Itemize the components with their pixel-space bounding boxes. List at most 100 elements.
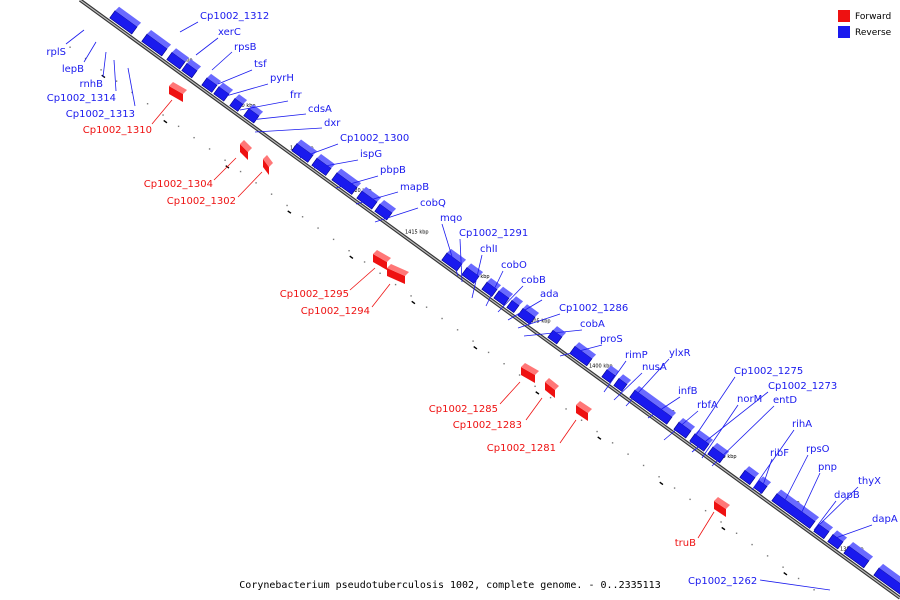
reverse-gene-label: Cp1002_1300 (340, 133, 409, 144)
legend-forward-label: Forward (855, 12, 891, 22)
reverse-gene-label-leader (127, 67, 136, 107)
tick-dot (301, 216, 304, 218)
tick-dot (456, 329, 459, 331)
reverse-gene-label-leader (299, 143, 339, 159)
reverse-gene-label: thyX (858, 476, 881, 487)
tick-dash (287, 210, 292, 214)
tick-dot (115, 80, 118, 82)
forward-gene-label: Cp1002_1283 (453, 420, 522, 431)
tick-dot (487, 351, 490, 354)
tick-dot (286, 204, 288, 207)
reverse-gene-label: tsf (254, 59, 267, 70)
tick-dot (797, 577, 800, 580)
reverse-gene-label-leader (603, 360, 627, 393)
forward-gene-label: Cp1002_1304 (144, 179, 213, 190)
tick-dot (193, 136, 195, 139)
reverse-gene-label-leader (485, 270, 504, 307)
tick-dot (348, 249, 350, 252)
reverse-gene-label-leader (459, 238, 463, 283)
reverse-gene-label: rihA (792, 419, 812, 430)
forward-gene-block (714, 497, 730, 517)
tick-dot (689, 498, 691, 501)
reverse-gene-label: Cp1002_1291 (459, 228, 528, 239)
reverse-gene-block (493, 286, 514, 306)
reverse-gene-label-leader (813, 500, 837, 531)
tick-dot (379, 272, 381, 274)
reverse-gene-label: Cp1002_1312 (200, 11, 269, 22)
reverse-gene-label: rpsO (806, 444, 830, 455)
forward-gene-label-leader (559, 419, 577, 444)
reverse-gene-label-leader (335, 175, 379, 189)
reverse-gene-label-leader (751, 429, 795, 491)
tick-dot (441, 317, 443, 320)
backbone-highlight (79, 0, 900, 599)
reverse-gene-label: xerC (218, 27, 241, 38)
reverse-gene-label: dxr (324, 118, 341, 129)
reverse-gene-label: cobO (501, 260, 527, 271)
tick-dot (69, 46, 71, 48)
reverse-gene-label: cobB (521, 275, 546, 286)
tick-dot (565, 408, 567, 410)
reverse-gene-label: ispG (360, 149, 382, 160)
reverse-gene-label: Cp1002_1262 (688, 576, 757, 587)
forward-gene-block (576, 401, 592, 421)
forward-gene-label: Cp1002_1285 (429, 404, 498, 415)
reverse-gene-block (707, 442, 730, 464)
reverse-gene-block (481, 278, 502, 297)
tick-dot (410, 295, 412, 297)
reverse-gene-label: mapB (400, 182, 429, 193)
reverse-gene-label-leader (471, 254, 483, 299)
reverse-gene-label-leader (254, 127, 323, 133)
tick-dot (425, 306, 428, 308)
forward-gene-block (263, 155, 273, 175)
forward-gene-block (373, 250, 391, 270)
reverse-gene-label-leader (523, 329, 583, 337)
kbp-tick-label: 1420 kbp (348, 188, 372, 194)
tick-dot (704, 509, 707, 512)
reverse-gene-label-leader (647, 396, 681, 419)
tick-dot (720, 521, 722, 523)
tick-dot (534, 385, 536, 388)
reverse-gene-label: lepB (62, 64, 84, 75)
forward-gene-label: Cp1002_1295 (280, 289, 349, 300)
reverse-gene-label-leader (559, 344, 603, 357)
tick-dot (472, 340, 474, 342)
forward-gene-block (169, 82, 187, 102)
tick-dash (535, 391, 540, 395)
kbp-tick-label: 1400 kbp (589, 364, 613, 370)
reverse-gene-block (166, 48, 190, 70)
reverse-gene-label-leader (355, 191, 399, 205)
reverse-gene-block (843, 542, 874, 569)
forward-gene-label-leader (697, 511, 715, 539)
reverse-gene-label: entD (773, 395, 797, 406)
reverse-gene-label: rnhB (80, 79, 104, 90)
reverse-gene-label-leader (829, 524, 873, 541)
kbp-tick-label: 1430 kbp (232, 103, 256, 109)
forward-gene-block (545, 378, 559, 398)
tick-dot (813, 589, 815, 591)
tick-dot (131, 91, 133, 94)
reverse-gene-block (547, 326, 567, 345)
legend-reverse-label: Reverse (855, 28, 892, 38)
reverse-gene-label-leader (517, 313, 561, 329)
reverse-gene-label-leader (211, 51, 233, 71)
reverse-gene-label-leader (217, 69, 253, 85)
reverse-gene-block (771, 489, 820, 529)
tick-dot (394, 283, 397, 286)
reverse-gene-label: Cp1002_1286 (559, 303, 628, 314)
map-caption: Corynebacterium pseudotuberculosis 1002,… (239, 580, 660, 591)
forward-gene-label: Cp1002_1281 (487, 443, 556, 454)
reverse-gene-label: cobA (580, 319, 605, 330)
reverse-gene-label: pnp (818, 462, 837, 473)
reverse-gene-label-leader (83, 41, 97, 63)
forward-gene-label: Cp1002_1294 (301, 306, 370, 317)
reverse-gene-label-leader (113, 59, 117, 92)
reverse-gene-block (689, 429, 714, 452)
reverse-gene-block (213, 82, 234, 102)
reverse-gene-block (109, 6, 142, 35)
genome-backbone (78, 0, 900, 600)
reverse-gene-label: pbpB (380, 165, 406, 176)
reverse-gene-label: Cp1002_1275 (734, 366, 803, 377)
